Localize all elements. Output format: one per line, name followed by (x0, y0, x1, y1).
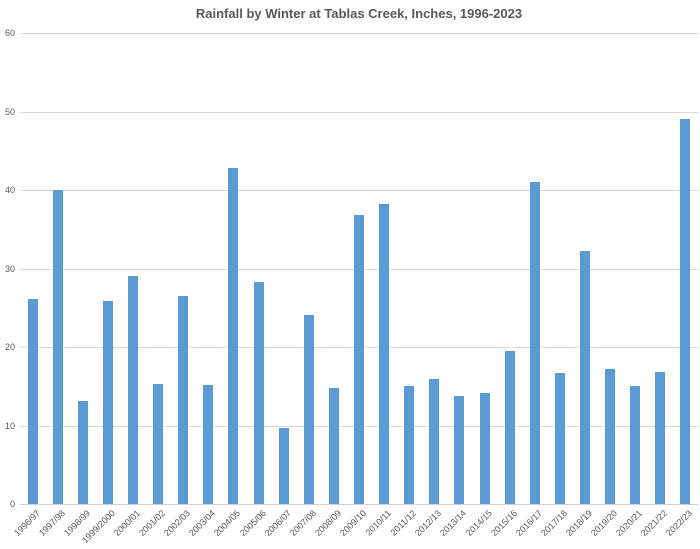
gridline-50 (20, 111, 698, 113)
bar-2011/12 (404, 386, 415, 504)
bar-2015/16 (504, 350, 515, 504)
gridline-60 (20, 33, 698, 34)
bar-1998/99 (77, 401, 88, 504)
y-axis-tick-label: 30 (4, 263, 15, 274)
bar-2016/17 (529, 182, 540, 504)
bar-2017/18 (554, 372, 565, 504)
bar-1997/98 (52, 190, 63, 504)
bar-2018/19 (580, 251, 590, 504)
bar-2013/14 (454, 395, 465, 504)
y-axis-tick-label: 0 (9, 499, 15, 509)
y-axis-tick-label: 60 (4, 28, 15, 38)
bar-2012/13 (429, 379, 440, 504)
bar-2008/09 (328, 387, 339, 504)
bar-2007/08 (303, 314, 314, 504)
bar-2005/06 (253, 281, 264, 504)
bar-2001/02 (153, 383, 164, 504)
bar-2003/04 (203, 385, 214, 504)
bar-2006/07 (278, 427, 289, 504)
bar-2019/20 (605, 368, 616, 504)
bar-2022/23 (680, 119, 691, 504)
y-axis-tick-label: 10 (4, 420, 15, 431)
bar-2000/01 (128, 276, 138, 504)
y-axis-tick-label: 20 (4, 342, 15, 352)
gridline-40 (20, 190, 698, 191)
bar-1996/97 (27, 299, 38, 504)
bar-2021/22 (655, 372, 666, 504)
bar-2009/10 (354, 215, 364, 504)
bar-2020/21 (630, 386, 641, 504)
bar-2010/11 (379, 204, 390, 504)
y-axis-tick-label: 50 (4, 106, 15, 117)
plot-area (20, 33, 698, 505)
bar-2014/15 (479, 393, 490, 504)
y-axis-tick-label: 40 (4, 185, 15, 195)
bar-2002/03 (178, 295, 189, 504)
bar-2004/05 (228, 168, 239, 504)
bar-1999/2000 (102, 300, 113, 504)
chart-title: Rainfall by Winter at Tablas Creek, Inch… (195, 6, 523, 21)
